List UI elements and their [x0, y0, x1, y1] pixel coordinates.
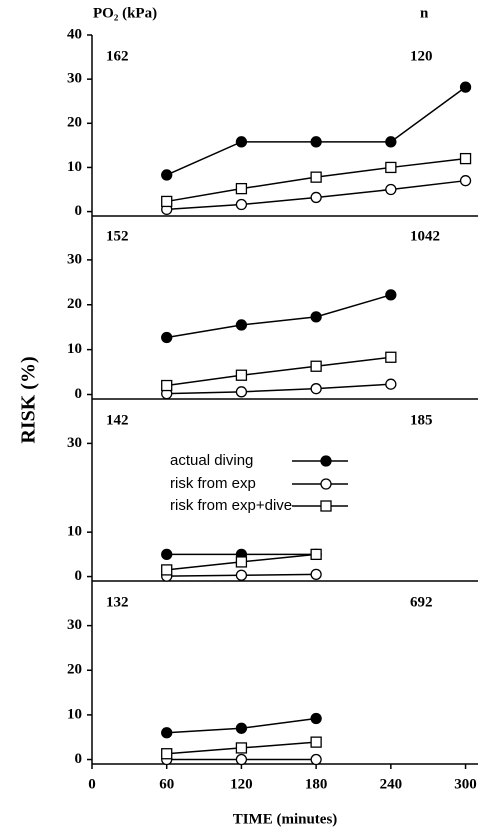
marker — [161, 748, 173, 760]
legend-marker — [320, 455, 332, 467]
header-right: n — [420, 5, 429, 21]
y-tick-label: 20 — [67, 296, 82, 312]
marker — [385, 289, 397, 301]
po2-label: 132 — [106, 594, 129, 610]
marker — [161, 564, 173, 576]
marker — [310, 360, 322, 372]
marker — [235, 369, 248, 381]
n-label: 185 — [410, 412, 433, 428]
y-tick-label: 10 — [67, 159, 82, 175]
marker — [235, 319, 248, 331]
marker — [385, 136, 397, 148]
marker — [310, 753, 322, 766]
marker — [161, 379, 173, 392]
x-tick-label: 240 — [380, 776, 403, 792]
marker — [385, 183, 397, 196]
legend-marker — [320, 500, 332, 512]
marker — [235, 182, 248, 195]
n-label: 120 — [410, 48, 433, 64]
marker — [385, 378, 397, 390]
marker — [310, 712, 322, 725]
marker — [235, 569, 248, 581]
x-axis-label: TIME (minutes) — [233, 811, 338, 827]
marker — [310, 136, 322, 148]
series-line — [166, 383, 391, 395]
marker — [161, 548, 173, 561]
y-tick-label: 10 — [67, 524, 82, 540]
x-tick-label: 120 — [230, 776, 253, 792]
marker — [235, 386, 248, 398]
y-tick-label: 30 — [67, 617, 82, 633]
marker — [459, 152, 472, 165]
y-tick-label: 10 — [67, 341, 82, 357]
marker — [310, 736, 322, 748]
legend-label: actual diving — [170, 452, 253, 469]
marker — [161, 331, 173, 344]
series-line — [166, 356, 391, 387]
marker — [459, 175, 472, 187]
y-tick-label: 30 — [67, 251, 82, 267]
marker — [235, 753, 248, 766]
y-tick-label: 20 — [67, 662, 82, 678]
marker — [235, 556, 248, 568]
y-tick-label: 30 — [67, 71, 82, 87]
marker — [310, 171, 322, 183]
y-tick-label: 10 — [67, 706, 82, 722]
marker — [385, 161, 397, 174]
legend-label: risk from exp+dive — [170, 497, 292, 514]
marker — [310, 311, 322, 323]
y-tick-label: 0 — [75, 203, 83, 219]
po2-label: 162 — [106, 48, 129, 64]
marker — [161, 169, 173, 181]
x-tick-label: 180 — [305, 776, 328, 792]
po2-label: 142 — [106, 412, 129, 428]
series-line — [166, 294, 392, 339]
po2-label: 152 — [106, 228, 129, 244]
x-tick-label: 60 — [159, 776, 174, 792]
marker — [310, 568, 322, 580]
n-label: 1042 — [410, 228, 440, 244]
legend-marker — [320, 478, 332, 490]
series-line — [166, 86, 466, 176]
marker — [235, 742, 248, 754]
marker — [310, 548, 322, 561]
marker — [310, 383, 322, 395]
y-axis-label: RISK (%) — [18, 356, 40, 443]
marker — [161, 195, 173, 208]
y-tick-label: 40 — [67, 26, 82, 42]
marker — [235, 198, 248, 211]
x-tick-label: 300 — [454, 776, 477, 792]
marker — [459, 81, 472, 93]
marker — [385, 351, 397, 363]
header-left: PO₂ (kPa) — [93, 5, 157, 21]
y-tick-label: 0 — [75, 751, 83, 767]
n-label: 692 — [410, 594, 433, 610]
marker — [235, 136, 248, 148]
x-tick-label: 0 — [88, 776, 96, 792]
legend-label: risk from exp — [170, 475, 256, 492]
marker — [235, 722, 248, 734]
y-tick-label: 0 — [75, 386, 83, 402]
y-tick-label: 0 — [75, 568, 83, 584]
y-tick-label: 30 — [67, 435, 82, 451]
marker — [310, 191, 322, 204]
y-tick-label: 20 — [67, 115, 82, 131]
marker — [161, 727, 173, 739]
